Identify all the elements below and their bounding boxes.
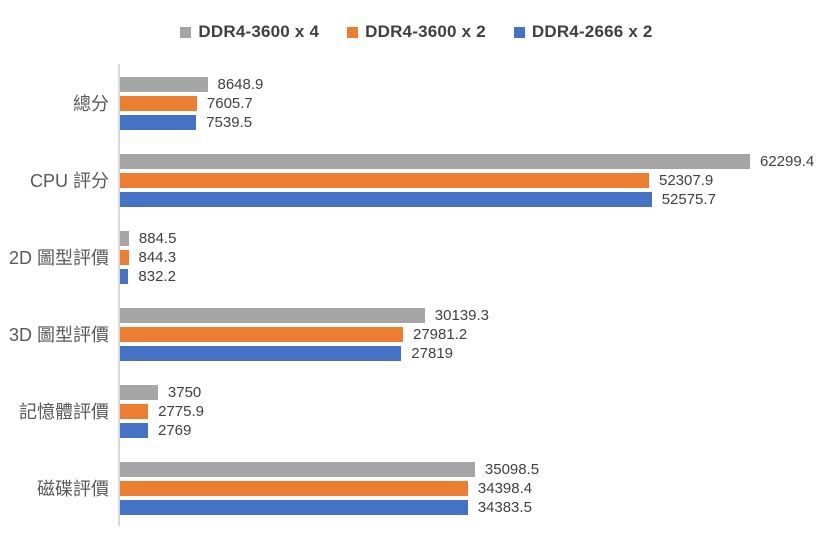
bar-row: 35098.5: [120, 462, 833, 477]
value-label: 832.2: [138, 268, 176, 285]
value-label: 52575.7: [661, 191, 716, 208]
bar-row: 844.3: [120, 250, 833, 265]
legend-item: DDR4-3600 x 4: [180, 22, 319, 42]
bar-row: 27819: [120, 346, 833, 361]
plot-area: 總分 8648.9 7605.7 7539.5 CPU 評分 62299.4 5…: [0, 64, 833, 526]
bar: [120, 481, 468, 496]
bar: [120, 346, 402, 361]
bar-row: 884.5: [120, 231, 833, 246]
legend-item: DDR4-2666 x 2: [513, 22, 653, 42]
bar: [120, 404, 149, 419]
bar: [120, 327, 403, 342]
category-label: 2D 圖型評價: [8, 247, 109, 268]
group-bars: 884.5 844.3 832.2: [118, 218, 833, 295]
group-bars: 35098.5 34398.4 34383.5: [118, 449, 833, 526]
value-label: 35098.5: [484, 461, 540, 478]
legend-item: DDR4-3600 x 2: [347, 22, 486, 42]
value-label: 62299.4: [760, 153, 815, 170]
bar: [120, 250, 129, 265]
value-label: 3750: [167, 384, 202, 401]
bar-row: 30139.3: [120, 308, 833, 323]
category-label: 記憶體評價: [19, 401, 109, 422]
bar: [120, 385, 158, 400]
category-label: 總分: [73, 93, 109, 114]
category-group: 記憶體評價 3750 2775.9 2769: [0, 372, 833, 449]
category-group: 總分 8648.9 7605.7 7539.5: [0, 64, 833, 141]
value-label: 30139.3: [434, 307, 490, 324]
group-bars: 30139.3 27981.2 27819: [118, 295, 833, 372]
group-bars: 62299.4 52307.9 52575.7: [118, 141, 833, 218]
category-group: 2D 圖型評價 884.5 844.3 832.2: [0, 218, 833, 295]
bar: [120, 500, 468, 515]
group-bars: 8648.9 7605.7 7539.5: [118, 64, 833, 141]
bar: [120, 154, 750, 169]
value-label: 27819: [411, 345, 454, 362]
legend-swatch-icon: [180, 26, 192, 38]
bar: [120, 308, 425, 323]
bar: [120, 423, 148, 438]
group-bars: 3750 2775.9 2769: [118, 372, 833, 449]
value-label: 34383.5: [477, 499, 532, 516]
value-label: 844.3: [138, 249, 177, 266]
value-label: 52307.9: [659, 172, 714, 189]
value-label: 8648.9: [217, 76, 264, 93]
value-label: 2775.9: [158, 403, 204, 420]
category-label: 3D 圖型評價: [8, 324, 109, 345]
bar: [120, 192, 652, 207]
bar: [120, 77, 208, 92]
bar: [120, 231, 129, 246]
category-label: CPU 評分: [29, 170, 109, 191]
bar: [120, 115, 197, 130]
category-group: 3D 圖型評價 30139.3 27981.2 27819: [0, 295, 833, 372]
legend-swatch-icon: [347, 26, 359, 38]
bar-row: 832.2: [120, 269, 833, 284]
legend: DDR4-3600 x 4 DDR4-3600 x 2 DDR4-2666 x …: [0, 0, 833, 50]
category-label: 磁碟評價: [37, 478, 109, 499]
bar-row: 3750: [120, 385, 833, 400]
bar: [120, 96, 197, 111]
value-label: 7539.5: [206, 114, 253, 131]
bar-row: 34398.4: [120, 481, 833, 496]
bar-row: 7539.5: [120, 115, 833, 130]
bar: [120, 173, 649, 188]
category-group: CPU 評分 62299.4 52307.9 52575.7: [0, 141, 833, 218]
legend-label: DDR4-3600 x 2: [365, 22, 486, 41]
value-label: 7605.7: [206, 95, 253, 112]
bar-row: 27981.2: [120, 327, 833, 342]
category-group: 磁碟評價 35098.5 34398.4 34383.5: [0, 449, 833, 526]
legend-label: DDR4-3600 x 4: [198, 22, 320, 41]
bar-row: 62299.4: [120, 154, 833, 169]
bar-row: 7605.7: [120, 96, 833, 111]
bar-row: 52307.9: [120, 173, 833, 188]
bar-row: 2769: [120, 423, 833, 438]
bar-row: 8648.9: [120, 77, 833, 92]
bar: [120, 462, 475, 477]
bar-row: 2775.9: [120, 404, 833, 419]
bar-row: 34383.5: [120, 500, 833, 515]
legend-label: DDR4-2666 x 2: [531, 22, 653, 41]
value-label: 884.5: [138, 230, 177, 247]
bar: [120, 269, 129, 284]
value-label: 27981.2: [413, 326, 468, 343]
bar-row: 52575.7: [120, 192, 833, 207]
value-label: 34398.4: [477, 480, 533, 497]
value-label: 2769: [158, 422, 192, 439]
legend-swatch-icon: [513, 26, 525, 38]
